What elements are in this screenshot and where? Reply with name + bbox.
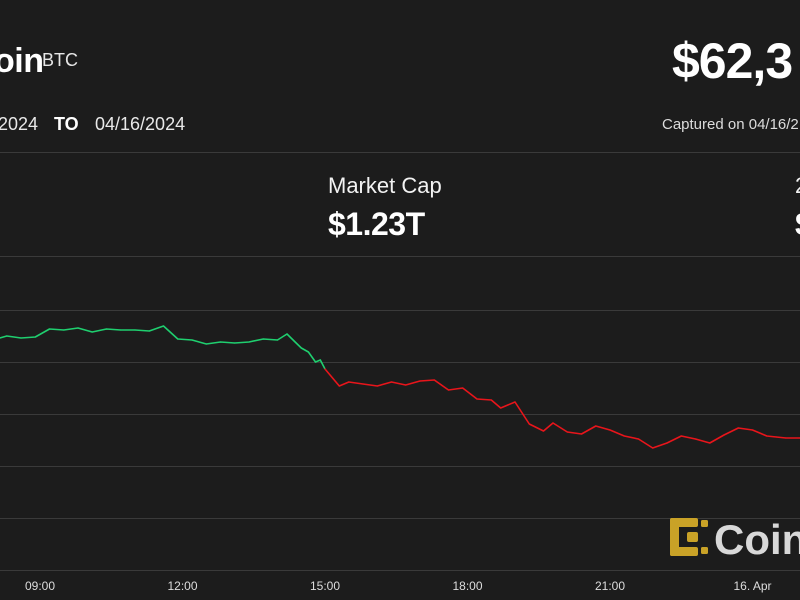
- data-point: [433, 379, 435, 381]
- data-point: [637, 438, 640, 440]
- x-tick-label: 16. Apr: [733, 579, 771, 593]
- data-point: [205, 343, 207, 345]
- data-point: [566, 431, 568, 433]
- current-price: $62,3: [672, 33, 793, 89]
- date-from: 2024: [0, 114, 39, 134]
- volume-value: $: [795, 206, 800, 243]
- x-tick-label: 12:00: [167, 579, 197, 593]
- data-point: [694, 438, 697, 440]
- data-point: [105, 328, 108, 330]
- data-point: [476, 398, 478, 400]
- data-point: [20, 337, 22, 339]
- data-point: [177, 338, 179, 340]
- data-point: [191, 339, 193, 341]
- header-divider: [0, 152, 800, 153]
- data-point: [324, 368, 326, 370]
- data-point: [419, 380, 421, 382]
- price-line-up: [0, 325, 326, 370]
- data-point: [405, 384, 407, 386]
- data-point: [63, 329, 65, 331]
- data-point: [766, 435, 768, 437]
- data-point: [737, 427, 739, 429]
- date-range-separator: TO: [54, 114, 79, 134]
- data-point: [666, 442, 668, 444]
- captured-date: Captured on 04/16/2: [662, 116, 799, 133]
- data-point: [623, 435, 625, 437]
- data-point: [286, 333, 288, 335]
- date-to: 04/16/2024: [95, 114, 186, 134]
- data-point: [447, 389, 450, 391]
- data-point: [775, 436, 777, 438]
- data-point: [595, 425, 597, 427]
- coindesk-logo-icon: Coin: [670, 516, 800, 563]
- data-point: [276, 339, 279, 341]
- data-point: [307, 351, 309, 353]
- market-cap-label: Market Cap: [328, 173, 442, 198]
- x-tick-label: 09:00: [25, 579, 55, 593]
- data-point: [490, 399, 492, 401]
- data-point: [148, 330, 150, 332]
- data-point: [300, 347, 302, 349]
- coin-symbol: BTC: [42, 50, 78, 70]
- data-point: [293, 340, 295, 342]
- data-point: [134, 329, 136, 331]
- logo-text: Coin: [714, 516, 800, 562]
- price-chart: 09:00 12:00 15:00 18:00 21:00 16. Apr: [0, 256, 800, 593]
- data-point: [390, 381, 393, 383]
- x-tick-label: 18:00: [452, 579, 482, 593]
- data-point: [348, 381, 350, 383]
- data-point: [580, 433, 583, 435]
- data-point: [751, 429, 754, 431]
- data-point: [785, 437, 787, 439]
- data-point: [376, 385, 378, 387]
- data-point: [262, 338, 264, 340]
- data-point: [6, 335, 8, 337]
- data-point: [234, 342, 236, 344]
- data-point: [338, 385, 340, 387]
- data-point: [91, 331, 93, 333]
- data-point: [314, 361, 317, 363]
- data-point: [500, 407, 502, 409]
- data-point: [514, 401, 516, 403]
- data-point: [552, 422, 554, 424]
- data-point: [723, 434, 725, 436]
- data-point: [219, 341, 222, 343]
- data-point: [680, 435, 682, 437]
- x-tick-label: 15:00: [310, 579, 340, 593]
- x-tick-label: 21:00: [595, 579, 625, 593]
- volume-label: 2: [795, 173, 800, 199]
- coindesk-watermark: Coin: [668, 516, 800, 567]
- data-point: [542, 430, 545, 432]
- data-point: [162, 325, 165, 327]
- data-point: [77, 327, 79, 329]
- data-point: [362, 383, 364, 385]
- coin-name: oin: [0, 42, 44, 80]
- data-point: [609, 429, 611, 431]
- data-point: [652, 447, 654, 449]
- price-line-down: [324, 368, 800, 449]
- data-point: [34, 336, 36, 338]
- data-point: [48, 328, 51, 330]
- data-point: [319, 359, 321, 361]
- data-point: [248, 341, 250, 343]
- data-point: [462, 387, 464, 389]
- data-point: [528, 423, 530, 425]
- market-cap-value: $1.23T: [328, 206, 425, 242]
- data-point: [709, 442, 711, 444]
- data-point: [120, 329, 122, 331]
